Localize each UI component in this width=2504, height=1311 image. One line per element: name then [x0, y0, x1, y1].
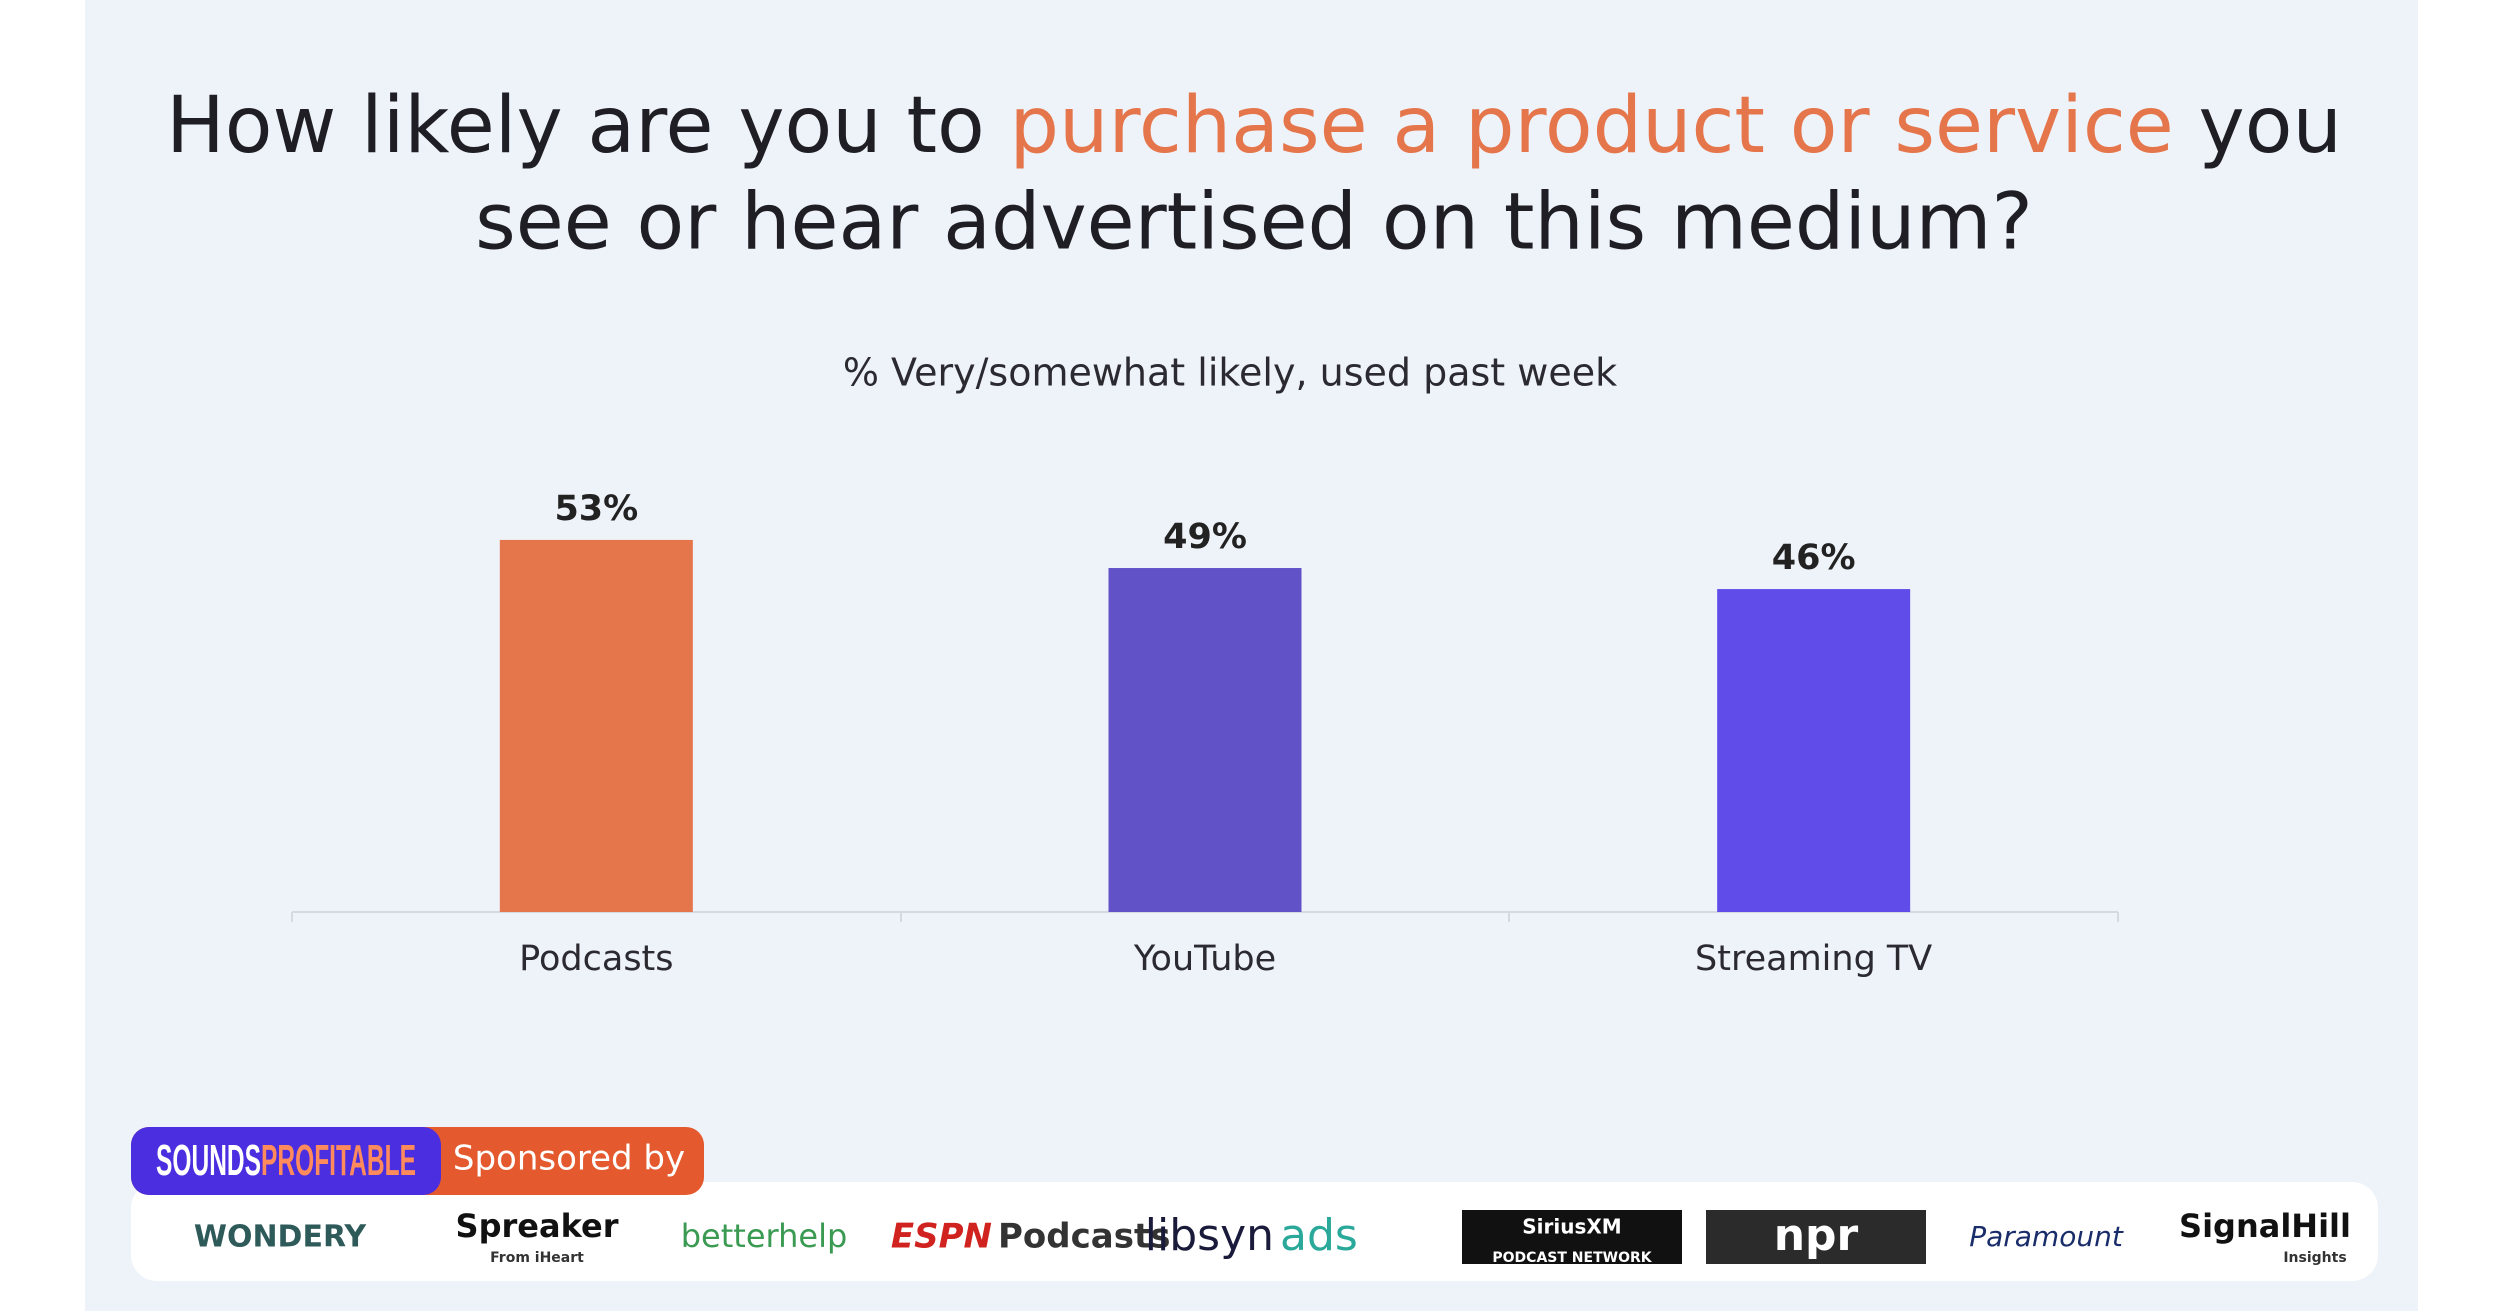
sponsor-name: Spreaker	[456, 1207, 619, 1245]
sponsor-name: Paramount	[1969, 1220, 2124, 1253]
sponsor-name: SiriusXM	[1522, 1215, 1621, 1239]
sponsored-label: Sponsored by	[453, 1139, 685, 1179]
title-part: How likely are you to	[166, 81, 1009, 171]
sponsor-sub: Podcasts	[998, 1217, 1170, 1257]
x-tick-label: Podcasts	[519, 939, 673, 979]
value-label: 53%	[554, 489, 638, 529]
sponsor-name: betterhelp	[681, 1217, 848, 1255]
sponsor-name: SignalHill	[2179, 1207, 2351, 1245]
value-label: 49%	[1163, 517, 1247, 557]
sponsor-name: libsyn	[1145, 1210, 1274, 1261]
chart-title: How likely are you to purchase a product…	[166, 81, 2342, 171]
brand-part: SOUNDS	[156, 1136, 261, 1185]
brand-box	[131, 1127, 441, 1195]
title-part: you	[2174, 81, 2342, 171]
sponsor-logo-box	[1706, 1210, 1926, 1264]
bar	[1108, 568, 1302, 912]
bar	[1717, 589, 1911, 912]
sponsor-logo-box	[1462, 1210, 1682, 1264]
chart-subtitle: % Very/somewhat likely, used past week	[843, 351, 1617, 395]
brand: SOUNDSPROFITABLE	[156, 1136, 416, 1185]
brand-part: PROFITABLE	[261, 1136, 416, 1185]
x-tick-label: YouTube	[1133, 939, 1276, 979]
sponsor-sub: Insights	[2283, 1250, 2346, 1266]
sponsor-sub: PODCAST NETWORK	[1492, 1250, 1652, 1266]
sponsor-name: npr	[1774, 1210, 1859, 1261]
sponsor-name: WONDERY	[194, 1220, 368, 1255]
value-label: 46%	[1772, 538, 1856, 578]
sponsor-sub: ads	[1280, 1210, 1358, 1261]
sponsor-sub: From iHeart	[490, 1250, 584, 1266]
x-tick-label: Streaming TV	[1695, 939, 1932, 979]
title-highlight: purchase a product or service	[1010, 81, 2174, 171]
bar	[499, 539, 693, 912]
chart-title: see or hear advertised on this medium?	[475, 177, 2033, 267]
sponsor-name: ESPN	[891, 1217, 992, 1257]
